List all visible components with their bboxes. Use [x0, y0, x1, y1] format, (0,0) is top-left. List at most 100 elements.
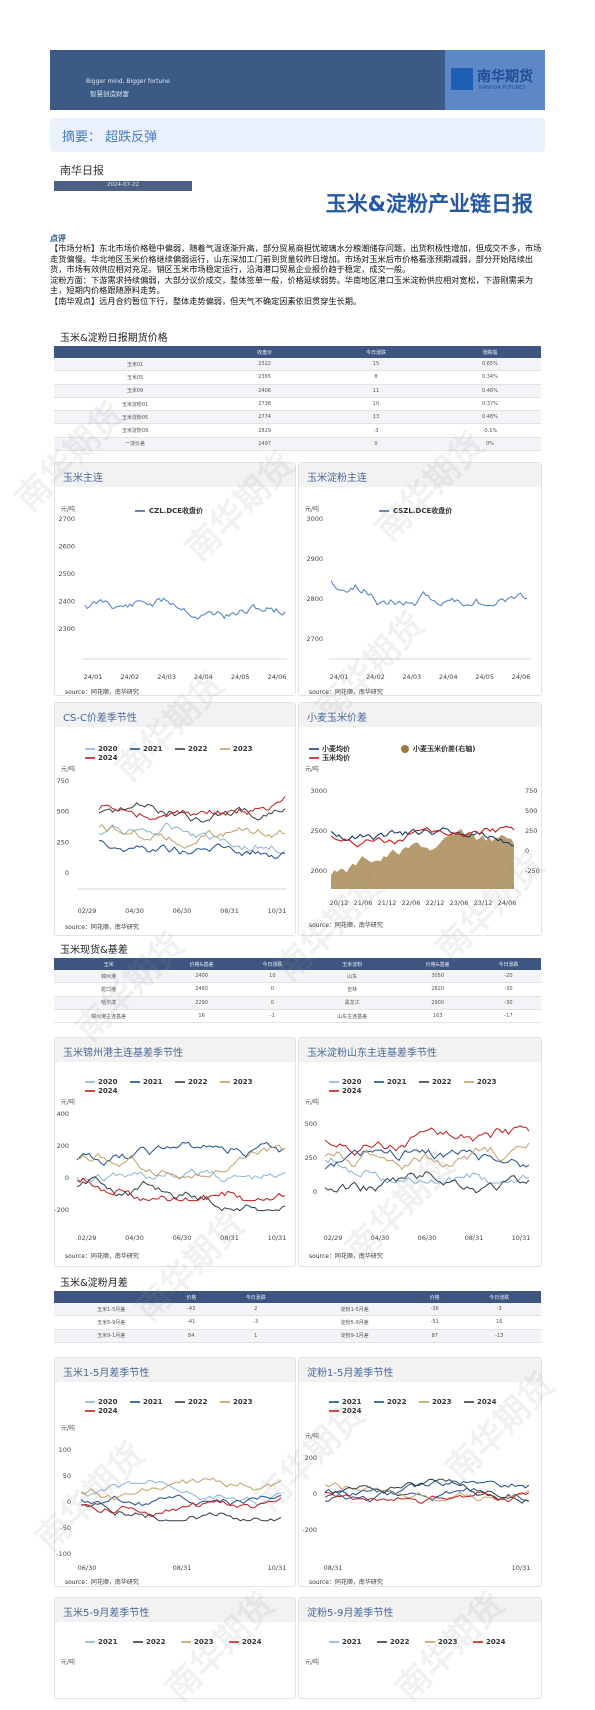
table-cell: 0.46%	[438, 384, 541, 398]
chart-corn-5-9: 2021 2022 2023 2024 元/吨	[61, 1638, 262, 1666]
chart-source: source：同花顺，南华研究	[309, 1252, 383, 1260]
table-row: 玉米05 2365 8 0.34%	[54, 370, 541, 385]
table-cell: 2900	[399, 996, 476, 1010]
chart-title: 小麦玉米价差	[307, 713, 367, 724]
legend-label: 2022	[188, 1398, 208, 1406]
table-cell: 15	[313, 358, 439, 372]
comment-paragraph: 【南华观点】远月合约暂位下行，整体走势偏弱，但天气不确定因素依旧贯穿生长期。	[50, 295, 362, 306]
series-line-2021	[76, 1141, 286, 1166]
legend-label: 2022	[188, 1078, 208, 1086]
y-tick-label: 0	[65, 1174, 69, 1182]
legend-label: CSZL.DCE收盘价	[393, 506, 453, 515]
series-line-2023	[80, 1477, 282, 1501]
table-cell: -0.1%	[438, 423, 541, 438]
table-cell: 8	[313, 370, 439, 385]
legend-label: 2023	[438, 1638, 458, 1646]
chart-title: 淀粉1-5月差季节性	[307, 1368, 394, 1379]
legend-label: 2022	[188, 745, 208, 753]
y-axis-unit: 元/吨	[61, 1658, 75, 1666]
logo-text-en: NANHUA FUTURES	[479, 85, 526, 91]
x-tick-label: 24/06	[268, 673, 287, 681]
series-line-2020	[324, 1157, 530, 1184]
y-tick-label: 2500	[58, 570, 75, 578]
table-cell: 锦州港主连基差	[54, 1009, 164, 1024]
y-tick-label: 200	[57, 1142, 69, 1150]
legend-label: 2020	[98, 1398, 118, 1406]
x-tick-label: 08/31	[220, 1234, 239, 1242]
series-line-2023	[98, 823, 286, 849]
table-cell: -51	[411, 1315, 458, 1330]
x-tick-label: 10/31	[512, 1564, 531, 1572]
y-tick-label: 0	[313, 1188, 317, 1196]
table-cell: 蛇口港	[54, 982, 164, 997]
report-date: 2024-07-22	[107, 182, 139, 188]
x-tick-label: 10/31	[268, 1234, 287, 1242]
table-cell: 2400	[163, 970, 240, 984]
series-line-2022	[80, 1502, 282, 1522]
series-line-2023	[324, 1142, 530, 1171]
chart-title: 玉米5-9月差季节性	[63, 1608, 150, 1619]
table-cell: 2820	[399, 982, 476, 997]
table-cell: 2774	[216, 410, 314, 425]
x-tick-label: 24/06	[498, 899, 517, 907]
date-bar: 2024-07-22	[54, 181, 192, 191]
y-right-tick-label: 500	[525, 807, 537, 815]
y-tick-label: 0	[313, 1490, 317, 1498]
y-tick-label: 2700	[58, 515, 75, 523]
legend-label: 2024	[98, 754, 118, 762]
legend-label: 2023	[194, 1638, 214, 1646]
series-line-2021	[98, 840, 286, 859]
legend-label: 2022	[387, 1398, 407, 1406]
x-tick-label: 22/06	[402, 899, 421, 907]
x-tick-label: 08/31	[173, 1564, 192, 1572]
x-tick-label: 02/29	[78, 1234, 97, 1242]
table-row: 玉米淀粉09 2829 -3 -0.1%	[54, 423, 541, 438]
chart-jinzhou-basis: 2020 2021 2022 2023 2024 元/吨 400 200 0 -200 02/29 0…	[55, 1078, 287, 1260]
y-tick-label: 500	[57, 808, 69, 816]
table-row: 锦州港 2400 10 山东 3050 -20	[54, 970, 541, 984]
series-line-2024	[324, 1125, 530, 1157]
legend-label: 2020	[342, 1078, 362, 1086]
y-tick-label: 2000	[310, 867, 327, 875]
series-line-2024	[80, 1497, 282, 1518]
table-cell: 2738	[216, 397, 314, 412]
chart-shandong-basis: 2020 2021 2022 2023 2024 元/吨 500 250 0 02/29 04/30…	[305, 1078, 531, 1260]
y-tick-label: 2800	[306, 595, 323, 603]
table-cell: -43	[168, 1303, 214, 1317]
y-right-tick-label: 0	[525, 847, 529, 855]
table-cell: 84	[168, 1329, 214, 1343]
y-axis-unit: 元/吨	[61, 1098, 75, 1106]
table-cell: -3	[457, 1303, 541, 1317]
x-tick-label: 10/31	[268, 907, 287, 915]
x-tick-label: 21/12	[378, 899, 397, 907]
table-cell: 玉米1-5月差	[54, 1303, 169, 1317]
table-cell: 2322	[216, 358, 314, 372]
table-header: 今日涨跌	[475, 958, 541, 970]
y-right-tick-label: 750	[525, 787, 537, 795]
chart-title: CS-C价差季节性	[63, 713, 137, 724]
y-tick-label: 2900	[306, 555, 323, 563]
y-tick-label: 400	[57, 1110, 69, 1118]
table-cell: 16	[163, 1009, 240, 1024]
table-cell: 玉米09	[54, 384, 216, 398]
x-tick-label: 24/04	[439, 673, 458, 681]
y-axis-unit: 元/吨	[61, 1424, 75, 1432]
table-header: 价格&基差	[163, 958, 240, 970]
table-cell: 0%	[438, 437, 541, 452]
series-line-2024	[324, 1478, 530, 1504]
table-row: 玉米淀粉01 2738 10 0.37%	[54, 397, 541, 412]
y-axis-unit: 元/吨	[61, 765, 75, 773]
legend-label: 2024	[242, 1638, 262, 1646]
series-line-2020	[80, 1479, 282, 1506]
legend-label: 2021	[143, 1398, 163, 1406]
legend-label: 2023	[477, 1078, 497, 1086]
x-tick-label: 24/03	[402, 673, 421, 681]
y-tick-label: 200	[305, 1454, 317, 1462]
table-cell: 10	[239, 970, 305, 984]
table-cell: 2829	[216, 423, 314, 438]
legend-label: 2021	[98, 1638, 118, 1646]
table-row: 蛇口港 2460 0 吉林 2820 -30	[54, 982, 541, 997]
table-cell: 2460	[163, 982, 240, 997]
chart-source: source：同花顺，南华研究	[65, 923, 139, 931]
chart-panel-starch-5-9: 淀粉5-9月差季节性 2021 2022 2023 2024 元/吨	[298, 1597, 542, 1699]
